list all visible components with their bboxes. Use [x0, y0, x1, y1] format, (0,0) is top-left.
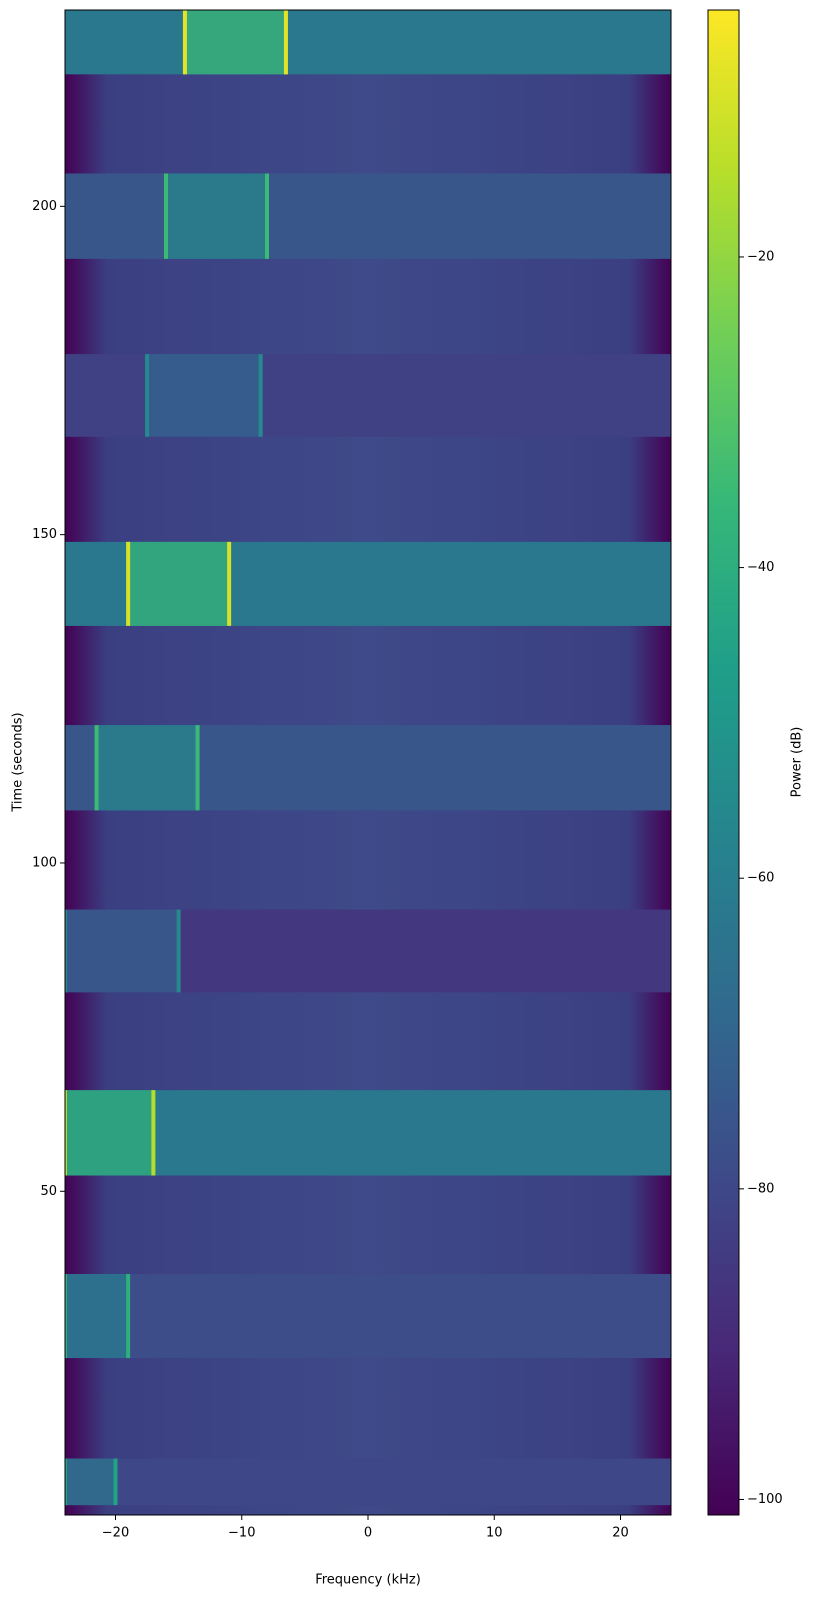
colorbar-tick-label: −80 — [747, 1181, 774, 1196]
burst-band — [65, 1090, 671, 1176]
burst-band — [65, 1458, 671, 1506]
colorbar-tick-label: −60 — [747, 871, 774, 886]
burst-signal — [128, 541, 230, 626]
burst-signal — [65, 1090, 154, 1176]
burst-signal — [65, 909, 179, 993]
y-tick-label: 50 — [40, 1184, 57, 1199]
burst-signal — [96, 725, 198, 811]
burst-band — [65, 10, 671, 75]
burst-signal — [65, 1458, 116, 1506]
burst-signal — [147, 354, 261, 437]
burst-signal — [184, 10, 286, 75]
x-tick-label: 0 — [364, 1526, 372, 1541]
burst-signal — [166, 173, 267, 259]
colorbar-tick-label: −20 — [747, 249, 774, 264]
burst-signal — [65, 1274, 129, 1359]
colorbar-tick-label: −100 — [747, 1492, 783, 1507]
x-tick-label: −10 — [228, 1526, 255, 1541]
x-tick-label: −20 — [102, 1526, 129, 1541]
x-tick-label: 10 — [486, 1526, 503, 1541]
colorbar — [707, 9, 740, 1516]
x-tick-label: 20 — [612, 1526, 629, 1541]
colorbar-tick-label: −40 — [747, 560, 774, 575]
x-axis-label: Frequency (kHz) — [315, 1573, 421, 1588]
burst-band — [65, 173, 671, 259]
burst-band — [65, 1274, 671, 1359]
y-tick-label: 150 — [32, 527, 57, 542]
y-tick-label: 200 — [32, 199, 57, 214]
y-axis-label: Time (seconds) — [11, 712, 26, 812]
colorbar-label: Power (dB) — [790, 727, 805, 798]
plot-area — [65, 10, 671, 1506]
y-tick-label: 100 — [32, 855, 57, 870]
